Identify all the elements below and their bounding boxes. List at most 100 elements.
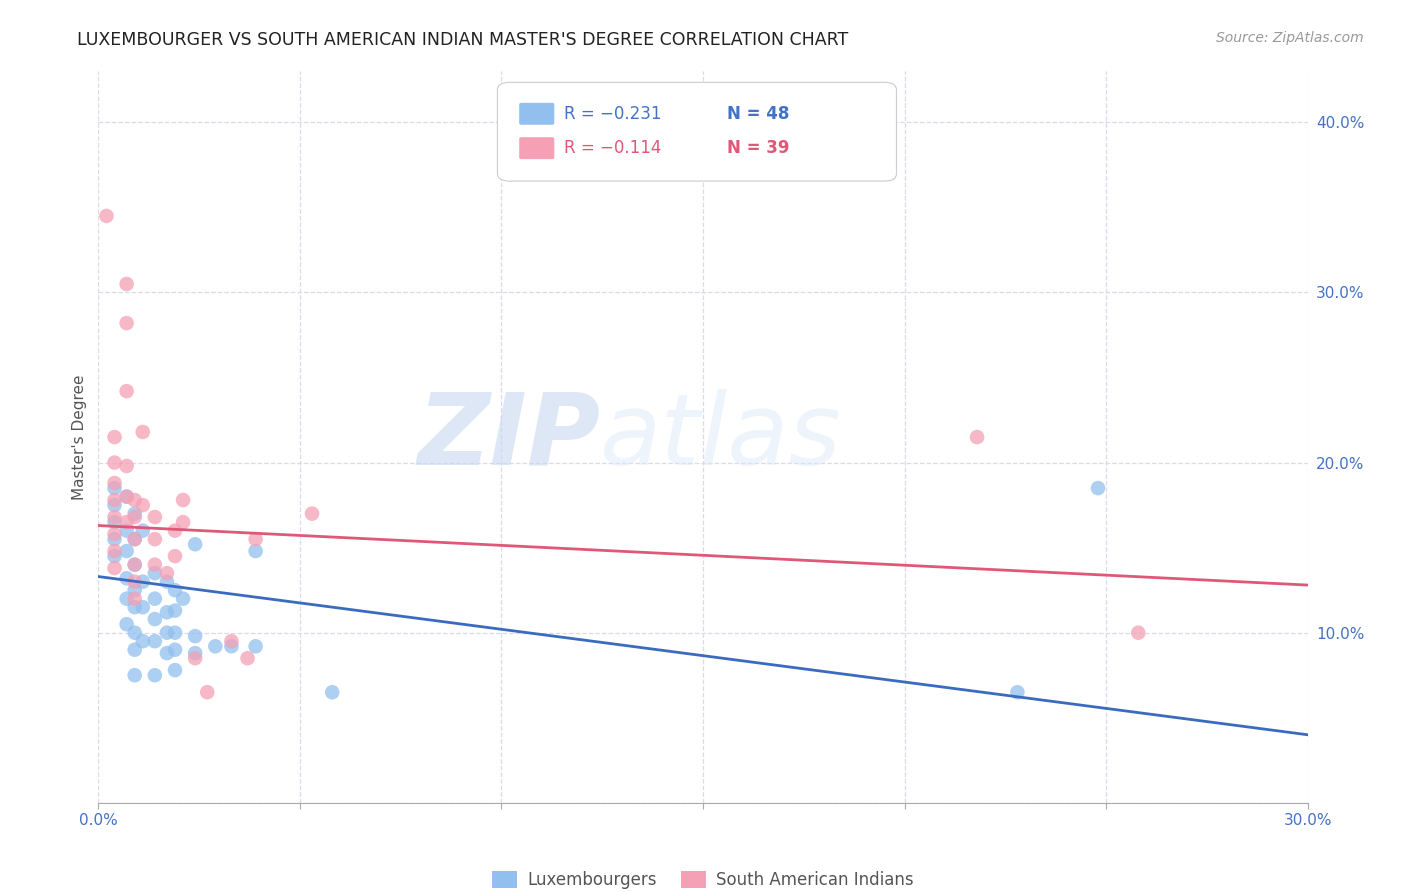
FancyBboxPatch shape: [519, 103, 554, 125]
Point: [143, 532, 166, 546]
Text: N = 39: N = 39: [727, 139, 790, 157]
Point: [124, 625, 146, 640]
Point: [115, 515, 138, 529]
Point: [115, 458, 138, 473]
Point: [124, 510, 146, 524]
Point: [156, 625, 179, 640]
Point: [103, 510, 125, 524]
Text: N = 48: N = 48: [727, 104, 790, 123]
Point: [143, 634, 166, 648]
Point: [124, 591, 146, 606]
Point: [103, 527, 125, 541]
Point: [195, 685, 218, 699]
Point: [221, 640, 243, 654]
Point: [115, 490, 138, 504]
Point: [103, 493, 125, 508]
Point: [103, 544, 125, 558]
Text: atlas: atlas: [600, 389, 842, 485]
Point: [124, 583, 146, 598]
Point: [163, 625, 186, 640]
Point: [156, 574, 179, 589]
Point: [132, 574, 155, 589]
Point: [115, 571, 138, 585]
Point: [115, 544, 138, 558]
Point: [163, 642, 186, 657]
Text: Source: ZipAtlas.com: Source: ZipAtlas.com: [1216, 31, 1364, 45]
Point: [103, 430, 125, 444]
Point: [163, 549, 186, 563]
Point: [115, 316, 138, 330]
Point: [966, 430, 988, 444]
Text: LUXEMBOURGER VS SOUTH AMERICAN INDIAN MASTER'S DEGREE CORRELATION CHART: LUXEMBOURGER VS SOUTH AMERICAN INDIAN MA…: [77, 31, 849, 49]
Point: [184, 537, 207, 551]
Point: [184, 646, 207, 660]
Point: [103, 561, 125, 575]
Point: [124, 493, 146, 508]
Point: [124, 558, 146, 572]
Point: [245, 532, 267, 546]
Point: [132, 425, 155, 439]
Point: [172, 493, 194, 508]
Point: [103, 532, 125, 546]
Point: [321, 685, 343, 699]
Point: [103, 498, 125, 512]
Point: [103, 515, 125, 529]
Point: [163, 524, 186, 538]
Point: [124, 668, 146, 682]
Point: [124, 600, 146, 615]
Point: [124, 532, 146, 546]
Point: [115, 490, 138, 504]
Point: [204, 640, 226, 654]
Point: [124, 558, 146, 572]
Point: [1087, 481, 1109, 495]
Point: [245, 640, 267, 654]
Point: [96, 209, 118, 223]
Point: [301, 507, 323, 521]
FancyBboxPatch shape: [519, 137, 554, 159]
Text: R = −0.231: R = −0.231: [564, 104, 661, 123]
Point: [115, 524, 138, 538]
Point: [124, 532, 146, 546]
Point: [156, 566, 179, 581]
Point: [103, 475, 125, 490]
Point: [156, 646, 179, 660]
Point: [221, 634, 243, 648]
Point: [103, 549, 125, 563]
Point: [132, 600, 155, 615]
Point: [143, 566, 166, 581]
Point: [124, 642, 146, 657]
Point: [1007, 685, 1029, 699]
Point: [132, 634, 155, 648]
Point: [132, 498, 155, 512]
Point: [115, 277, 138, 291]
Point: [184, 651, 207, 665]
Y-axis label: Master's Degree: Master's Degree: [72, 375, 87, 500]
Point: [124, 574, 146, 589]
FancyBboxPatch shape: [498, 82, 897, 181]
Point: [143, 558, 166, 572]
Point: [163, 604, 186, 618]
Point: [184, 629, 207, 643]
Point: [143, 612, 166, 626]
Point: [156, 605, 179, 619]
Point: [143, 591, 166, 606]
Point: [236, 651, 259, 665]
Point: [143, 510, 166, 524]
Point: [103, 456, 125, 470]
Point: [115, 617, 138, 632]
Point: [172, 515, 194, 529]
Point: [143, 668, 166, 682]
Point: [245, 544, 267, 558]
Point: [1128, 625, 1150, 640]
Point: [172, 591, 194, 606]
Point: [163, 663, 186, 677]
Point: [132, 524, 155, 538]
Legend: Luxembourgers, South American Indians: Luxembourgers, South American Indians: [484, 863, 922, 892]
Point: [103, 481, 125, 495]
Point: [115, 591, 138, 606]
Point: [115, 384, 138, 399]
Text: R = −0.114: R = −0.114: [564, 139, 661, 157]
Point: [124, 507, 146, 521]
Text: ZIP: ZIP: [418, 389, 600, 485]
Point: [163, 583, 186, 598]
